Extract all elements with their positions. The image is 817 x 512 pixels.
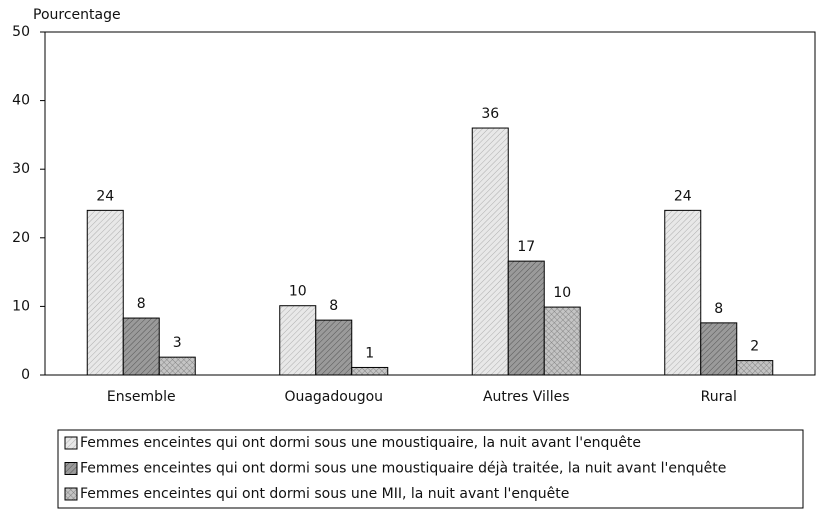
bar	[122, 317, 160, 376]
bar	[86, 209, 124, 376]
bar	[471, 127, 509, 376]
value-label: 24	[96, 188, 114, 204]
value-label: 17	[517, 239, 535, 255]
value-label: 2	[750, 339, 759, 355]
y-tick-label: 20	[12, 230, 30, 246]
value-label: 10	[289, 284, 307, 300]
y-tick-label: 0	[21, 367, 30, 383]
value-label: 24	[674, 188, 692, 204]
legend-label: Femmes enceintes qui ont dormi sous une …	[80, 486, 569, 502]
bar	[507, 260, 545, 376]
legend-box	[57, 429, 804, 509]
bar	[700, 322, 738, 376]
bar	[736, 360, 774, 376]
y-axis-label: Pourcentage	[33, 7, 121, 23]
value-label: 36	[481, 106, 499, 122]
x-tick-label: Ensemble	[107, 389, 176, 405]
legend-swatch	[64, 487, 78, 501]
value-label: 8	[137, 296, 146, 312]
legend-label: Femmes enceintes qui ont dormi sous une …	[80, 461, 726, 477]
value-label: 10	[553, 285, 571, 301]
legend-label: Femmes enceintes qui ont dormi sous une …	[80, 435, 641, 451]
value-label: 1	[365, 345, 374, 361]
x-tick-label: Rural	[701, 389, 737, 405]
bar	[158, 356, 196, 376]
y-tick-label: 50	[12, 24, 30, 40]
x-tick-label: Ouagadougou	[284, 389, 383, 405]
bar	[543, 306, 581, 376]
legend-swatch	[64, 436, 78, 450]
bar	[664, 209, 702, 376]
y-tick-label: 30	[12, 161, 30, 177]
bar	[279, 305, 317, 376]
bar	[351, 366, 389, 376]
value-label: 8	[714, 301, 723, 317]
legend-swatch	[64, 462, 78, 475]
x-tick-label: Autres Villes	[483, 389, 570, 405]
value-label: 8	[329, 298, 338, 314]
bar	[315, 319, 353, 376]
y-tick-label: 40	[12, 93, 30, 109]
value-label: 3	[173, 335, 182, 351]
y-tick-label: 10	[12, 298, 30, 314]
